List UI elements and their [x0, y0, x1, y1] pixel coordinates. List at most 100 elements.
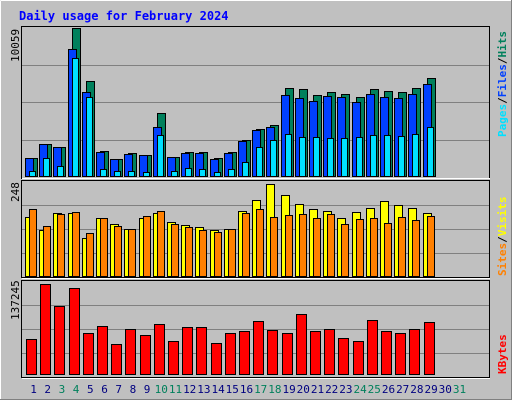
kbytes-bar [267, 330, 278, 375]
x-day-label: 3 [59, 383, 66, 396]
kbytes-bar [111, 344, 122, 375]
panel-top: 10059 Pages/Files/Hits [9, 26, 509, 179]
kbytes-bar [196, 327, 207, 375]
x-day-label: 14 [211, 383, 225, 396]
pages-bar [29, 171, 36, 177]
pages-bar [199, 169, 206, 177]
sites-bar [327, 214, 335, 277]
x-day-label: 4 [73, 383, 80, 396]
kbytes-bar [211, 343, 222, 375]
pages-bar [143, 172, 150, 177]
panel-bottom: 137245 KBytes [9, 280, 509, 379]
kbytes-bar [409, 329, 420, 375]
sites-bar [171, 224, 179, 277]
legend-sites: Sites [496, 243, 509, 276]
sites-bar [72, 212, 80, 277]
x-day-label: 27 [396, 383, 409, 396]
chart-title: Daily usage for February 2024 [19, 9, 229, 23]
panel-top-bars [25, 28, 436, 177]
sites-bar [86, 233, 94, 277]
panel-middle-bars [25, 184, 435, 277]
legend-sep-1: / [496, 97, 509, 104]
kbytes-bar [54, 306, 65, 375]
legend-hits: Hits [496, 31, 509, 58]
panel-top-max-label: 10059 [9, 29, 22, 62]
sites-bar [270, 217, 278, 277]
x-day-label: 29 [424, 383, 437, 396]
kbytes-bar [154, 324, 165, 375]
x-day-label: 23 [339, 383, 352, 396]
legend-sep-2: / [496, 57, 509, 64]
pages-bar [86, 97, 93, 177]
pages-bar [398, 136, 405, 177]
pages-bar [412, 134, 419, 177]
kbytes-bar [324, 329, 335, 375]
kbytes-bar [239, 331, 250, 375]
x-day-label: 8 [130, 383, 137, 396]
pages-bar [299, 137, 306, 177]
pages-bar [214, 172, 221, 177]
pages-bar [427, 127, 434, 177]
legend-files: Files [496, 64, 509, 97]
legend-pages: Pages [496, 104, 509, 137]
legend-kbytes: KBytes [496, 334, 509, 374]
sites-bar [412, 220, 420, 277]
sites-bar [29, 209, 37, 277]
x-day-label: 10 [155, 383, 168, 396]
kbytes-bar [125, 329, 136, 375]
x-day-label: 7 [115, 383, 122, 396]
kbytes-bar [282, 333, 293, 375]
sites-bar [100, 218, 108, 277]
kbytes-bar [424, 322, 435, 375]
pages-bar [242, 162, 249, 177]
kbytes-bar [310, 331, 321, 375]
x-day-label: 30 [439, 383, 452, 396]
x-day-label: 2 [44, 383, 51, 396]
kbytes-bar [97, 326, 108, 375]
x-axis-day-labels: 1 2 3 4 5 6 7 8 9 10 11 12 13 14 15 16 17 18 19 20 21 22 23 24 2… [30, 383, 466, 396]
panel-bottom-max-label: 137245 [9, 280, 22, 320]
sites-bar [185, 227, 193, 277]
x-day-label: 31 [453, 383, 466, 396]
sites-bar [228, 229, 236, 277]
sites-bar [356, 219, 364, 277]
pages-bar [72, 58, 79, 177]
sites-bar [299, 214, 307, 277]
sites-bar [398, 217, 406, 277]
pages-bar [128, 171, 135, 177]
kbytes-bar [182, 327, 193, 375]
pages-bar [370, 135, 377, 177]
x-day-label: 28 [410, 383, 423, 396]
sites-bar [285, 215, 293, 277]
legend-visits: Visits [496, 197, 509, 237]
pages-bar [185, 168, 192, 177]
kbytes-bar [367, 320, 378, 375]
pages-bar [43, 158, 50, 177]
sites-bar [313, 218, 321, 277]
kbytes-bar [338, 338, 349, 375]
pages-bar [100, 169, 107, 177]
pages-bar [228, 169, 235, 177]
pages-bar [256, 147, 263, 177]
x-day-label: 13 [197, 383, 210, 396]
kbytes-bar [253, 321, 264, 375]
x-day-label: 18 [268, 383, 281, 396]
x-day-label: 1 [30, 383, 37, 396]
sites-bar [43, 226, 51, 277]
legend-middle: Sites/Visits [496, 197, 509, 277]
x-day-label: 16 [240, 383, 253, 396]
sites-bar [341, 224, 349, 277]
pages-bar [341, 138, 348, 177]
x-day-label: 11 [169, 383, 182, 396]
kbytes-bar [353, 341, 364, 375]
svg-text:Pages/Files/Hits: Pages/Files/Hits [496, 31, 509, 137]
x-day-label: 15 [226, 383, 239, 396]
sites-bar [427, 216, 435, 277]
legend-bottom: KBytes [496, 334, 509, 374]
kbytes-bar [140, 335, 151, 375]
x-day-label: 6 [101, 383, 108, 396]
sites-bar [370, 218, 378, 277]
sites-bar [242, 213, 250, 277]
x-day-label: 9 [144, 383, 151, 396]
